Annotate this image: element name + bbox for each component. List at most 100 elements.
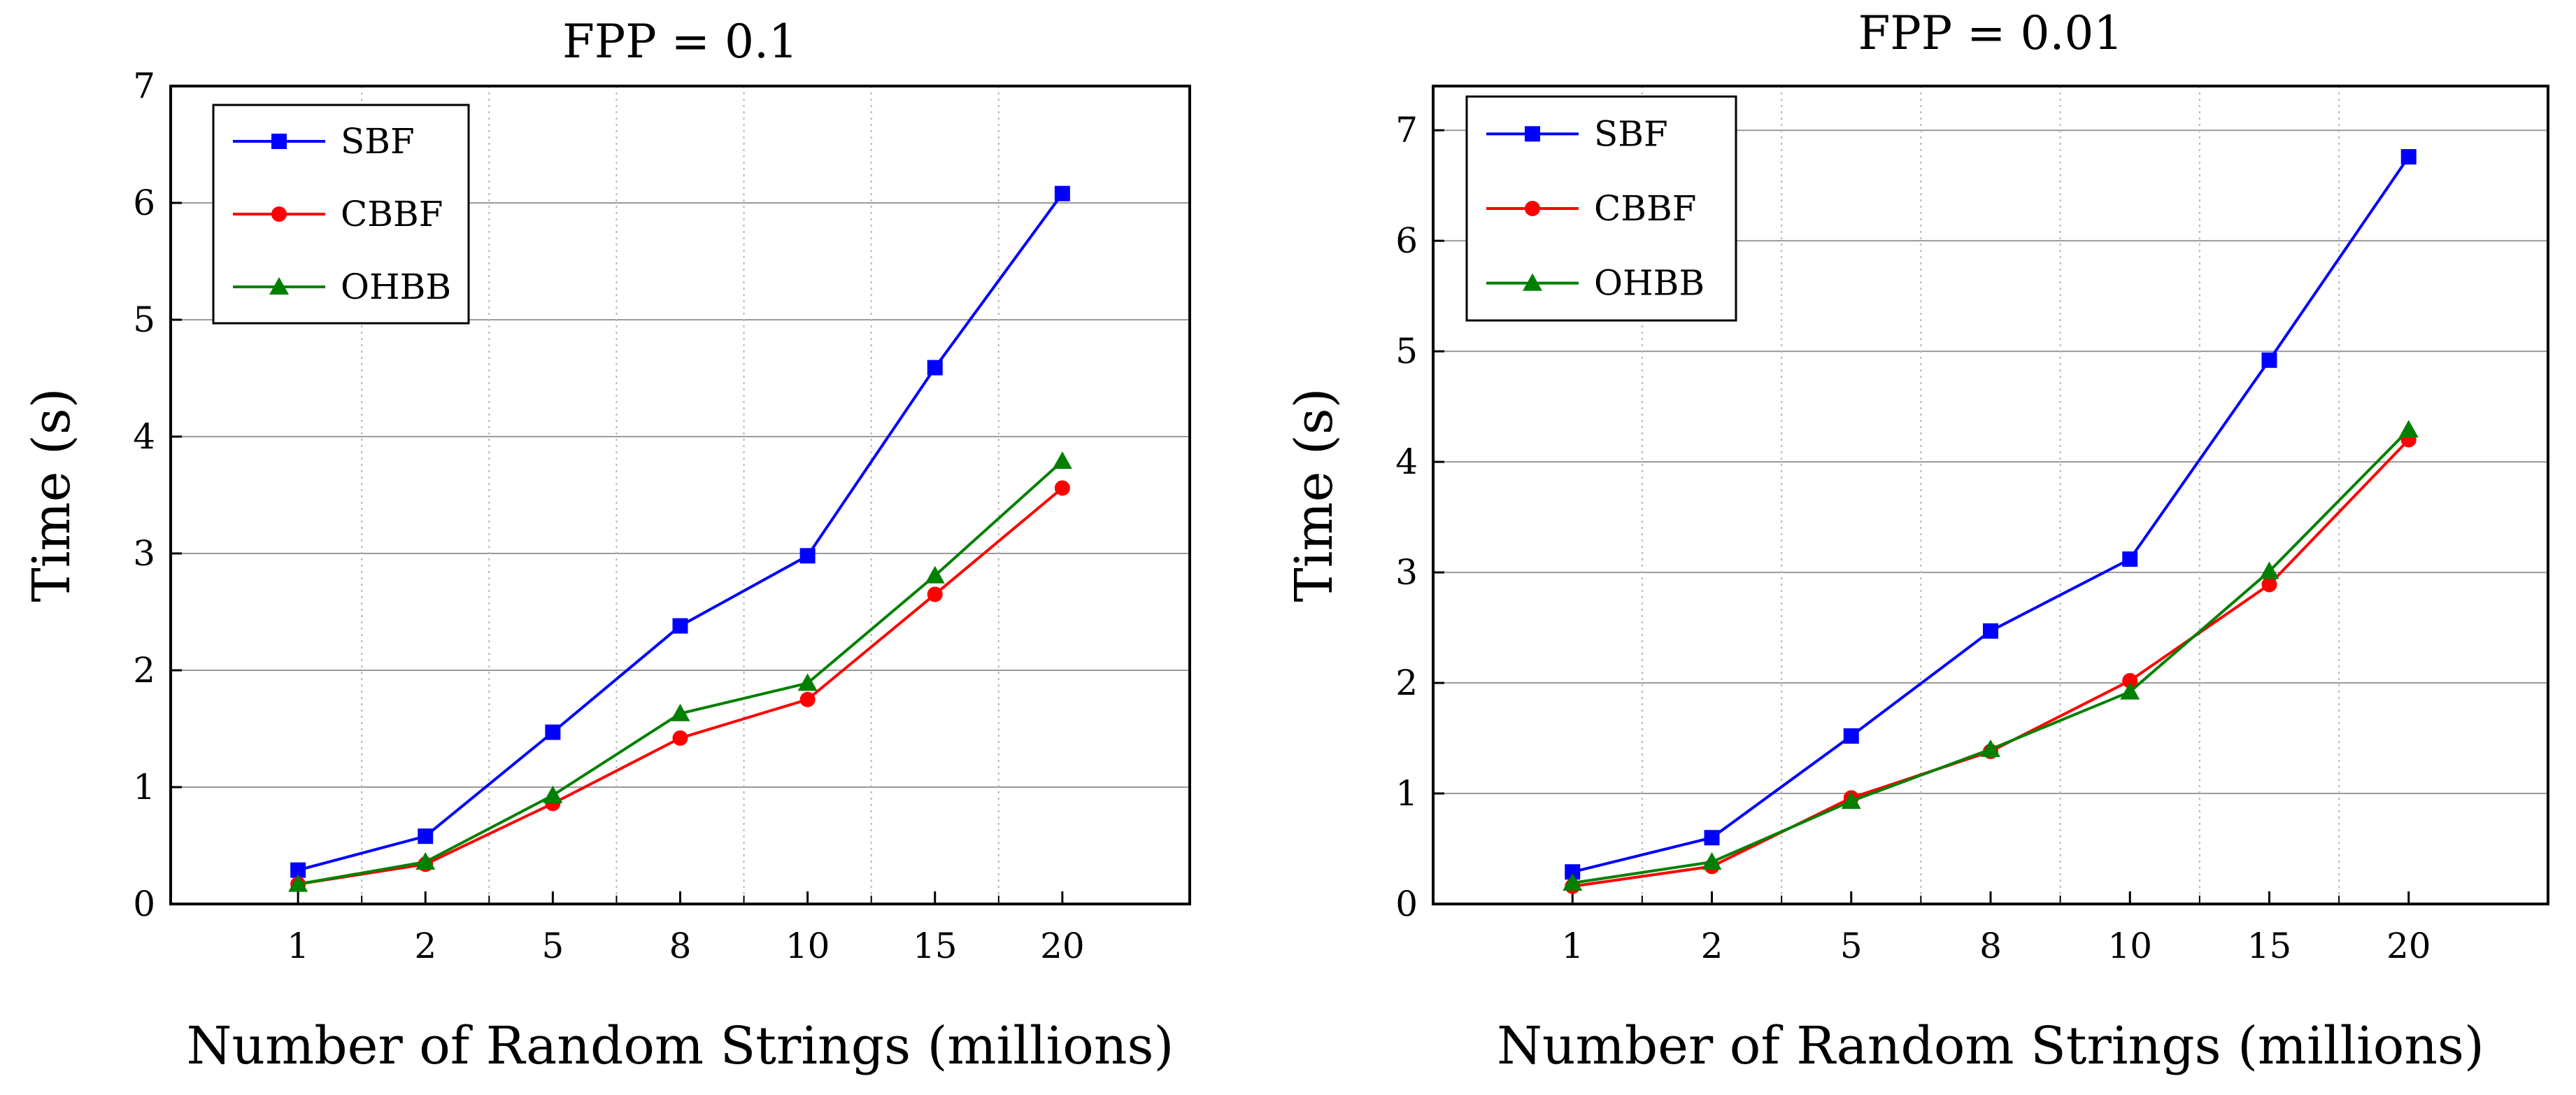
data-point-sbf <box>1843 728 1859 744</box>
y-tick-label: 6 <box>133 183 155 223</box>
series-cbbf <box>290 480 1070 892</box>
data-point-sbf <box>545 724 561 740</box>
x-tick-label: 1 <box>287 926 309 966</box>
y-tick-label: 5 <box>1395 331 1418 372</box>
legend-marker-ohbb <box>1523 273 1542 291</box>
x-tick-label: 8 <box>1979 926 2002 966</box>
y-tick-label: 2 <box>133 650 155 691</box>
legend-marker-cbbf <box>1525 201 1540 216</box>
series-line-ohbb <box>1572 428 2410 884</box>
x-tick-label: 1 <box>1561 926 1584 966</box>
legend: SBF CBBF OHBB <box>1465 95 1737 322</box>
y-axis-label: Time (s) <box>22 388 82 602</box>
data-point-sbf <box>927 360 943 376</box>
x-tick-label: 20 <box>1040 926 1085 966</box>
x-tick-label: 8 <box>669 926 692 966</box>
data-point-sbf <box>2400 149 2417 165</box>
series-sbf <box>290 185 1070 878</box>
series-line-cbbf <box>1572 439 2410 888</box>
data-point-cbbf <box>672 730 688 746</box>
data-point-sbf <box>1983 623 1998 639</box>
y-tick-label: 7 <box>133 66 155 106</box>
data-point-sbf <box>1565 864 1581 880</box>
data-point-cbbf <box>799 691 816 707</box>
y-tick-label: 6 <box>1395 220 1418 261</box>
x-tick-label: 15 <box>2247 926 2292 966</box>
series-line-cbbf <box>297 486 1064 886</box>
plot-frame <box>169 85 1191 905</box>
data-point-cbbf <box>1054 480 1070 496</box>
data-point-ohbb <box>415 852 436 870</box>
chart-title: FPP = 0.1 <box>562 15 798 69</box>
series-sbf <box>1565 149 2417 880</box>
y-tick-label: 1 <box>133 767 155 807</box>
data-point-ohbb <box>1702 852 1722 870</box>
data-point-cbbf <box>927 586 943 602</box>
data-point-sbf <box>2261 352 2277 368</box>
legend-label-ohbb: OHBB <box>1594 263 1705 304</box>
data-point-ohbb <box>2398 420 2419 438</box>
data-point-sbf <box>799 548 816 564</box>
data-point-ohbb <box>288 874 308 892</box>
series-ohbb <box>1563 420 2419 891</box>
legend-marker-sbf <box>1525 126 1540 142</box>
y-tick-label: 3 <box>1395 552 1418 593</box>
data-point-ohbb <box>925 565 945 584</box>
x-tick-label: 10 <box>785 926 830 966</box>
data-point-ohbb <box>1563 873 1583 891</box>
data-point-sbf <box>672 618 688 634</box>
data-point-cbbf <box>2122 672 2138 688</box>
y-axis-label: Time (s) <box>1284 388 1344 602</box>
y-tick-label: 2 <box>1395 663 1418 703</box>
series-cbbf <box>1565 432 2417 894</box>
data-point-ohbb <box>2120 681 2140 700</box>
plot-frame <box>1432 85 2549 905</box>
series-line-ohbb <box>297 460 1064 886</box>
data-point-cbbf <box>2261 577 2277 593</box>
y-tick-label: 7 <box>1395 110 1418 150</box>
x-tick-label: 5 <box>1840 926 1863 966</box>
series-ohbb <box>288 451 1072 892</box>
data-point-ohbb <box>1981 739 2000 757</box>
x-axis-label: Number of Random Strings (millions) <box>187 1016 1174 1076</box>
y-tick-label: 0 <box>1395 884 1418 924</box>
legend-marker-ohbb <box>269 277 289 295</box>
legend-label-ohbb: OHBB <box>341 267 451 307</box>
legend-marker-sbf <box>271 134 287 149</box>
legend-marker-cbbf <box>271 206 287 222</box>
y-tick-label: 1 <box>1395 773 1418 814</box>
y-tick-label: 5 <box>133 299 155 340</box>
data-point-ohbb <box>543 785 563 803</box>
y-tick-label: 0 <box>133 884 155 924</box>
data-point-ohbb <box>1841 791 1861 810</box>
legend-label-cbbf: CBBF <box>341 194 443 234</box>
data-point-sbf <box>1054 185 1070 202</box>
data-point-sbf <box>418 828 434 845</box>
chart-1: 0 1 2 3 4 5 6 7 1 2 5 8 10 15 20 SBF CBBF OHBB FPP = 0.1 Nu… <box>22 15 1191 1076</box>
x-tick-label: 2 <box>414 926 436 966</box>
data-point-ohbb <box>670 703 690 721</box>
data-point-ohbb <box>1052 451 1072 469</box>
chart-title: FPP = 0.01 <box>1858 6 2123 60</box>
x-tick-label: 15 <box>913 926 958 966</box>
data-point-sbf <box>1704 830 1720 846</box>
x-tick-label: 2 <box>1701 926 1723 966</box>
x-axis-label: Number of Random Strings (millions) <box>1497 1016 2484 1076</box>
x-tick-label: 10 <box>2107 926 2152 966</box>
x-tick-label: 20 <box>2386 926 2431 966</box>
data-point-ohbb <box>2259 561 2279 579</box>
chart-2: 0 1 2 3 4 5 6 7 1 2 5 8 10 15 20 SBF CBBF OHBB FPP = 0.01 N… <box>1284 6 2549 1076</box>
y-tick-label: 3 <box>133 533 155 574</box>
data-point-sbf <box>2122 551 2138 567</box>
y-tick-label: 4 <box>1395 441 1418 482</box>
data-point-ohbb <box>797 673 818 691</box>
y-tick-label: 4 <box>133 416 155 457</box>
data-point-sbf <box>290 862 306 878</box>
legend: SBF CBBF OHBB <box>212 104 470 325</box>
legend-label-sbf: SBF <box>1594 113 1668 154</box>
legend-label-sbf: SBF <box>341 121 415 162</box>
x-tick-label: 5 <box>541 926 564 966</box>
legend-label-cbbf: CBBF <box>1594 188 1696 229</box>
